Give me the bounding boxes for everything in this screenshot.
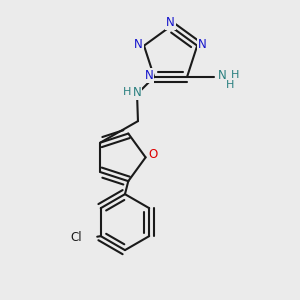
- Text: O: O: [148, 148, 158, 161]
- Text: H: H: [123, 87, 131, 97]
- Text: Cl: Cl: [70, 231, 82, 244]
- Text: N: N: [134, 38, 143, 51]
- Text: N: N: [145, 69, 153, 82]
- Text: N: N: [198, 38, 207, 51]
- Text: H: H: [226, 80, 234, 90]
- Text: N: N: [166, 16, 175, 29]
- Text: N: N: [218, 69, 226, 82]
- Text: H: H: [231, 70, 239, 80]
- Text: N: N: [133, 86, 142, 99]
